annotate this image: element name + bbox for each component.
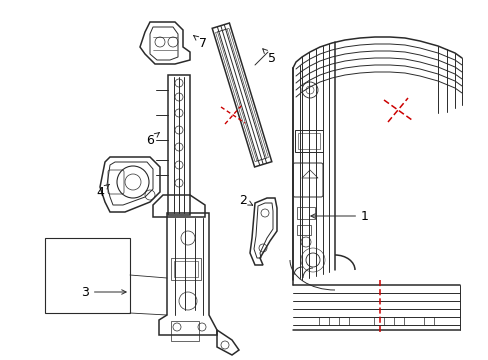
Bar bbox=[318, 317, 328, 325]
Bar bbox=[171, 258, 201, 280]
Bar bbox=[373, 317, 383, 325]
Text: 5: 5 bbox=[262, 49, 275, 64]
Text: 6: 6 bbox=[146, 132, 159, 147]
Text: 3: 3 bbox=[81, 285, 126, 298]
Bar bbox=[393, 317, 403, 325]
Bar bbox=[168, 75, 190, 215]
Bar bbox=[296, 207, 314, 219]
Bar bbox=[297, 133, 319, 149]
Bar bbox=[338, 317, 348, 325]
Bar bbox=[296, 225, 310, 235]
Text: 7: 7 bbox=[193, 36, 206, 50]
Bar bbox=[294, 130, 323, 152]
Bar bbox=[174, 261, 198, 277]
Text: 1: 1 bbox=[310, 210, 368, 222]
Bar bbox=[171, 321, 199, 341]
Text: 4: 4 bbox=[96, 184, 109, 198]
Bar bbox=[423, 317, 433, 325]
Bar bbox=[45, 238, 130, 313]
Text: 2: 2 bbox=[239, 194, 252, 207]
